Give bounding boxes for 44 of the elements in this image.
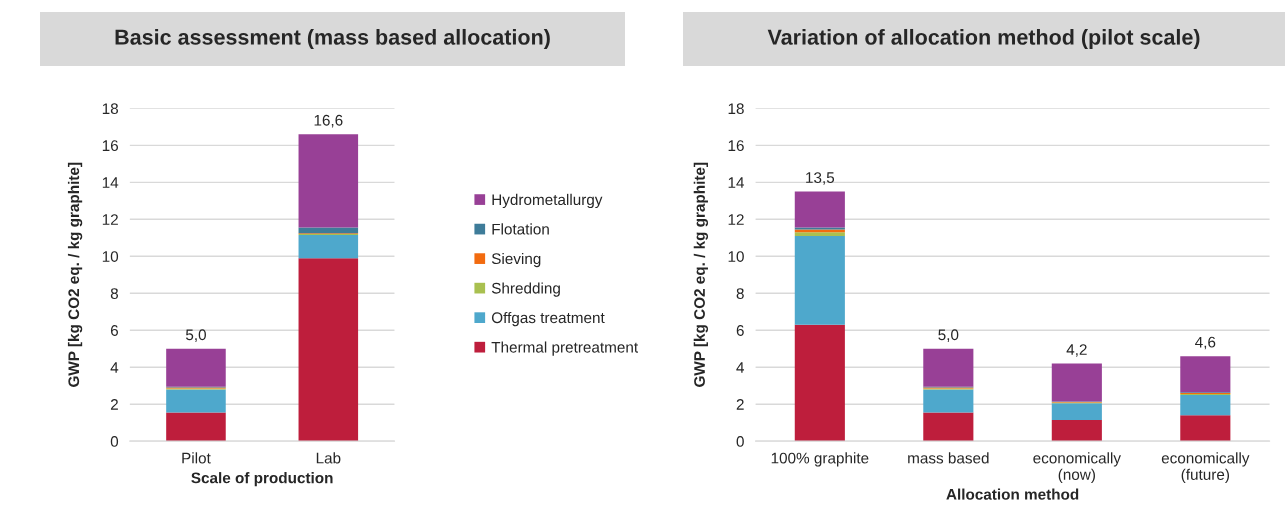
legend-label: Offgas treatment <box>491 311 605 327</box>
x-tick-label: mass based <box>908 452 989 464</box>
total-label: 13,5 <box>806 172 835 185</box>
legend-label: Flotation <box>492 223 549 235</box>
total-label: 5,0 <box>185 329 206 342</box>
total-label: 4,2 <box>1066 344 1087 357</box>
y-tick-label: 8 <box>736 288 744 299</box>
y-tick-label: 6 <box>736 325 744 336</box>
y-tick-label: 2 <box>736 399 744 410</box>
y-tick-label: 14 <box>102 177 119 188</box>
y-tick-label: 10 <box>102 251 119 262</box>
legend-label: Sieving <box>491 252 541 268</box>
y-tick-label: 0 <box>736 436 744 447</box>
x-tick-label: Pilot <box>182 452 211 464</box>
total-label: 16,6 <box>314 114 343 128</box>
chart-title: Variation of allocation method (pilot scale) <box>767 28 1200 50</box>
chart-title: Basic assessment (mass based allocation) <box>115 28 550 50</box>
y-tick-label: 18 <box>102 103 119 115</box>
y-tick-label: 12 <box>728 214 744 225</box>
y-tick-label: 10 <box>728 251 744 262</box>
x-tick-label: Lab <box>316 452 341 464</box>
y-tick-label: 18 <box>728 103 744 115</box>
legend-label: Shredding <box>491 282 560 297</box>
total-label: 4,6 <box>1195 336 1216 350</box>
y-tick-label: 4 <box>110 362 119 373</box>
x-axis-title: Scale of production <box>191 472 333 487</box>
y-tick-label: 2 <box>110 399 118 410</box>
y-tick-label: 8 <box>110 288 119 299</box>
y-tick-label: 4 <box>736 362 745 373</box>
y-tick-label: 16 <box>728 140 744 152</box>
x-tick-label: 100% graphite <box>771 452 869 467</box>
y-axis-title: GWP [kg CO2 eq. / kg graphite] <box>693 162 709 387</box>
y-tick-label: 0 <box>110 436 119 447</box>
x-tick-label: economically (future) <box>1161 452 1250 483</box>
y-tick-label: 12 <box>102 214 118 225</box>
x-tick-label: economically (now) <box>1033 452 1121 483</box>
y-tick-label: 14 <box>728 177 745 188</box>
y-tick-label: 16 <box>102 140 118 152</box>
y-axis-title: GWP [kg CO2 eq. / kg graphite] <box>67 162 83 387</box>
legend-label: Hydrometallurgy <box>492 193 603 209</box>
x-axis-title: Allocation method <box>946 488 1079 500</box>
legend-label: Thermal pretreatment <box>491 341 639 356</box>
total-label: 5,0 <box>938 329 959 342</box>
y-tick-label: 6 <box>110 325 118 336</box>
